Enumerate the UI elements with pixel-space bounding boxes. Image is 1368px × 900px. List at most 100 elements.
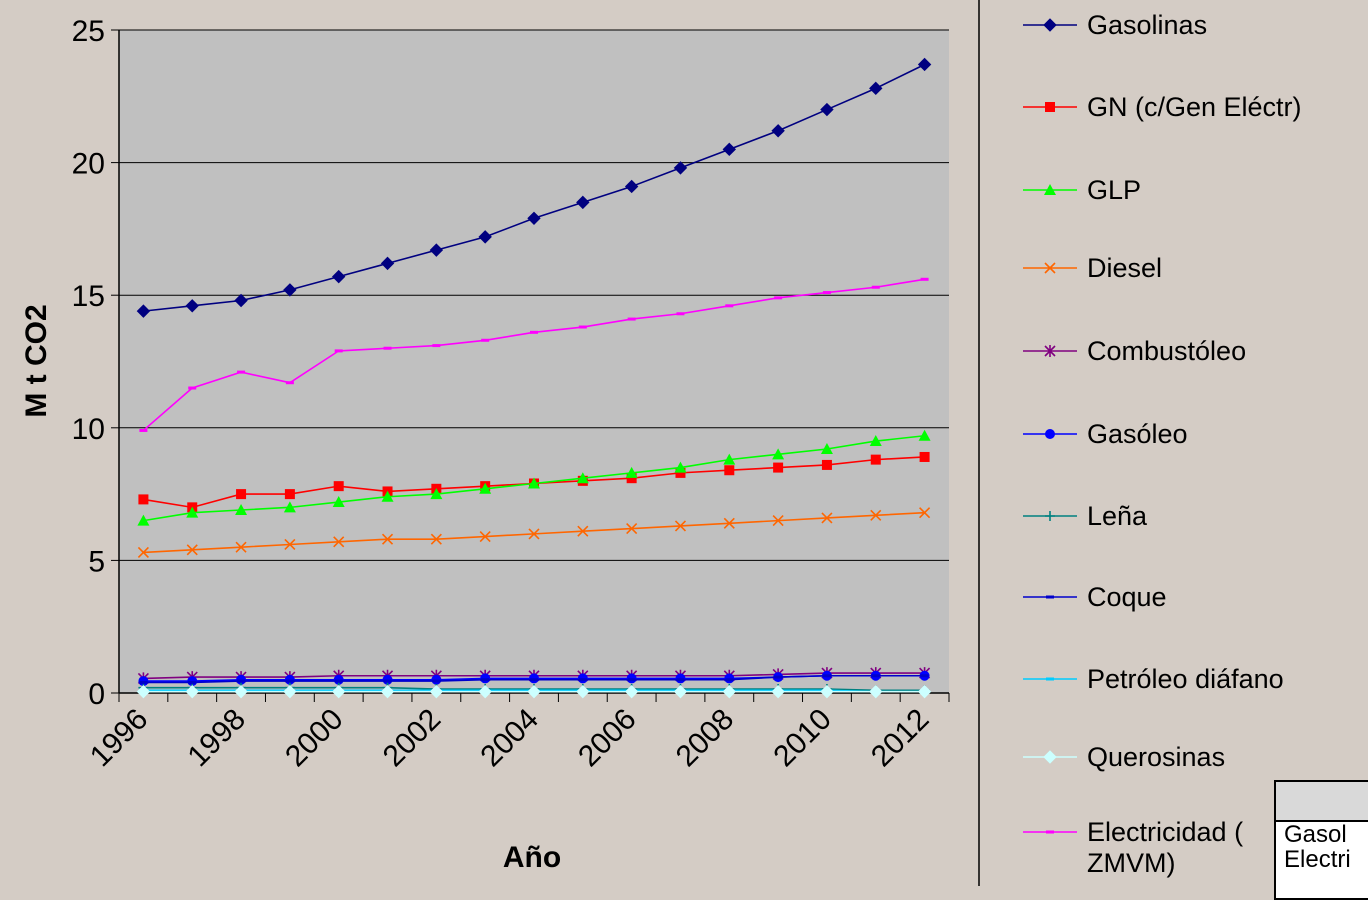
data-point — [627, 678, 636, 682]
data-point — [285, 381, 294, 385]
data-point — [917, 684, 932, 699]
data-point — [137, 546, 149, 559]
data-point — [870, 509, 882, 521]
data-point — [1045, 429, 1055, 439]
legend-label: Querosinas — [1087, 742, 1225, 772]
series — [137, 507, 931, 559]
data-point — [1045, 102, 1055, 112]
x-tick-label: 2008 — [670, 703, 741, 774]
data-point — [136, 304, 151, 318]
data-point — [1046, 830, 1054, 834]
data-point — [674, 461, 687, 473]
data-point — [821, 459, 832, 470]
legend-entry: Electricidad (ZMVM) — [1023, 817, 1243, 878]
legend-entry: Gasolinas — [1023, 10, 1207, 40]
data-point — [578, 325, 587, 329]
legend-label: ZMVM) — [1087, 848, 1175, 878]
data-point — [429, 243, 444, 257]
data-point — [527, 211, 541, 225]
data-point — [283, 684, 297, 699]
data-point — [920, 674, 929, 678]
data-point — [481, 338, 490, 342]
x-tick-label: 2006 — [572, 703, 643, 774]
data-point — [723, 517, 735, 529]
data-point — [772, 448, 785, 460]
legend-label: Coque — [1087, 582, 1167, 612]
data-point — [822, 674, 831, 678]
gridlines — [119, 29, 949, 561]
y-axis-title: M t CO2 — [20, 304, 53, 417]
data-point — [331, 684, 346, 699]
data-point — [724, 465, 735, 476]
legend: Gasolinas GN (c/Gen Eléctr) GLP Diesel Combu… — [1023, 10, 1302, 878]
legend-entry: Leña — [1023, 501, 1148, 531]
data-point — [869, 684, 883, 699]
legend-label: Leña — [1087, 501, 1148, 531]
legend-entry: GN (c/Gen Eléctr) — [1023, 92, 1302, 122]
legend-label: GN (c/Gen Eléctr) — [1087, 92, 1302, 122]
data-point — [432, 679, 441, 683]
legend-entry: Querosinas — [1023, 742, 1225, 772]
y-tick-label: 20 — [72, 148, 105, 181]
data-point — [334, 349, 343, 353]
data-point — [772, 515, 784, 527]
data-point — [186, 544, 198, 556]
data-point — [820, 684, 834, 699]
legend-label: GLP — [1087, 175, 1141, 205]
data-point — [1044, 184, 1056, 195]
y-tick-label: 25 — [72, 15, 105, 48]
data-point — [188, 680, 197, 684]
data-point — [822, 291, 831, 295]
data-point — [1044, 262, 1056, 274]
data-point — [237, 370, 246, 374]
data-point — [869, 435, 882, 447]
data-point — [722, 142, 737, 157]
data-point — [774, 296, 783, 300]
data-point — [139, 428, 148, 432]
data-point — [138, 494, 149, 505]
data-point — [578, 678, 587, 682]
data-point — [626, 523, 638, 535]
legend-label: Gasolinas — [1087, 10, 1207, 40]
data-point — [137, 514, 150, 526]
x-tick-label: 2002 — [377, 703, 448, 774]
data-point — [383, 346, 392, 350]
data-point — [627, 317, 636, 321]
data-point — [771, 684, 785, 699]
data-point — [331, 269, 346, 284]
data-point — [432, 344, 441, 348]
legend-entry: GLP — [1023, 175, 1141, 205]
data-point — [284, 538, 296, 551]
data-point — [626, 473, 637, 484]
series — [136, 57, 932, 318]
data-point — [821, 512, 833, 524]
legend-entry: Combustóleo — [1023, 336, 1246, 366]
data-point — [725, 304, 734, 308]
data-point — [333, 481, 344, 492]
x-tick-label: 2010 — [767, 703, 838, 774]
data-point — [527, 684, 541, 699]
legend-entry: Diesel — [1023, 253, 1162, 283]
legend-label: Electricidad ( — [1087, 817, 1243, 847]
data-point — [871, 285, 880, 289]
legend-entry: Gasóleo — [1023, 419, 1188, 449]
legend-label: Petróleo diáfano — [1087, 664, 1284, 694]
data-point — [674, 520, 687, 532]
data-point — [675, 467, 686, 478]
data-point — [430, 488, 443, 500]
data-point — [333, 536, 345, 548]
data-point — [381, 490, 394, 502]
data-point — [136, 684, 151, 699]
data-point — [576, 684, 590, 699]
data-point — [186, 506, 199, 518]
data-point — [871, 674, 880, 678]
data-point — [530, 330, 538, 334]
data-point — [624, 179, 639, 194]
data-point — [380, 684, 395, 699]
data-point — [429, 684, 444, 699]
data-point — [235, 541, 247, 553]
data-point — [283, 283, 297, 297]
data-point — [185, 684, 199, 699]
legend-box — [978, 0, 1368, 886]
